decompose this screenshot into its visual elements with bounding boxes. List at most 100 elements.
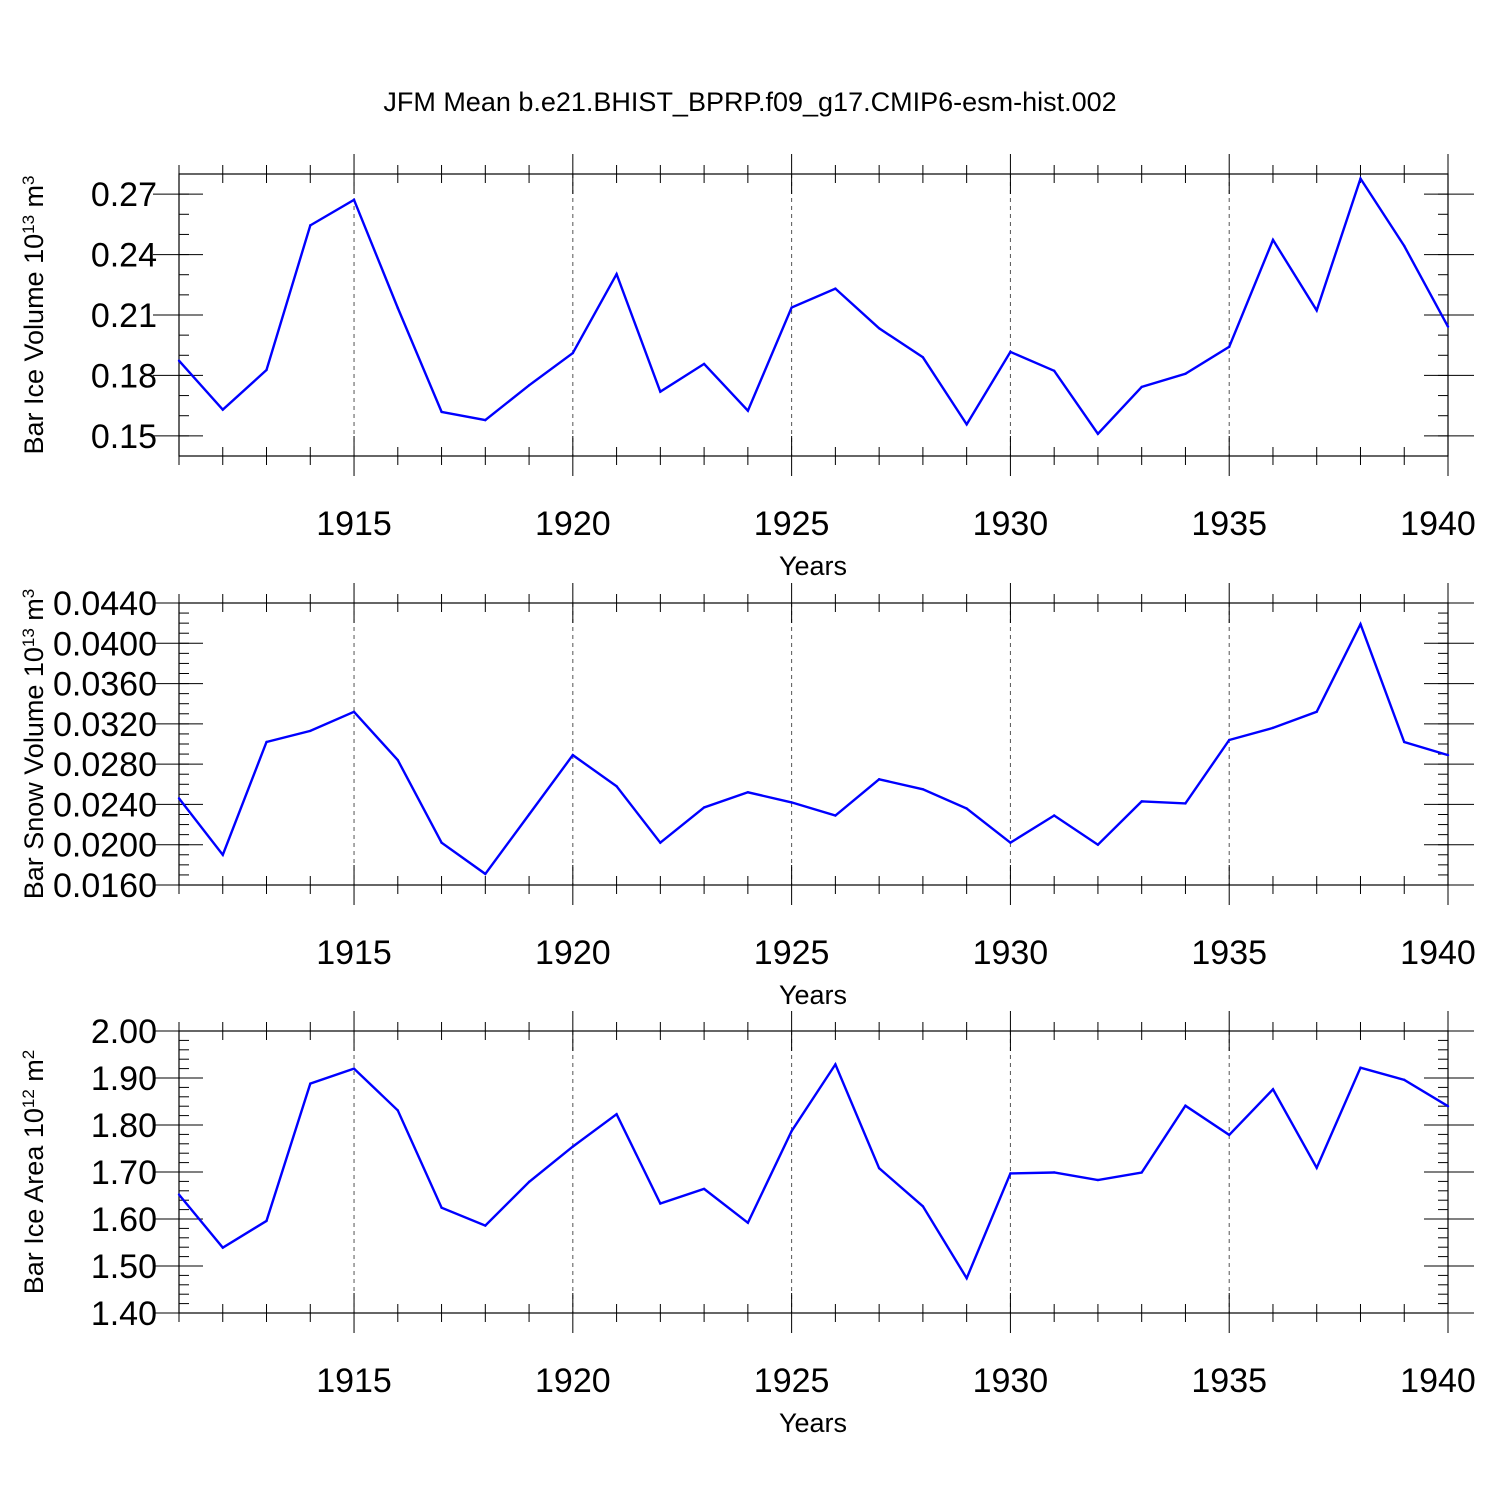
x-tick-label: 1940 bbox=[1400, 505, 1476, 543]
y-tick-label: 1.50 bbox=[91, 1248, 157, 1286]
data-point bbox=[965, 807, 968, 810]
panel-2: 1915 1920 1925 1930 1935 19400.01600.02000.02… bbox=[19, 583, 1476, 1010]
x-tick-label: 1935 bbox=[1191, 934, 1267, 972]
series-line bbox=[178, 175, 1450, 436]
y-axis-label-exponent: 13 bbox=[19, 628, 38, 647]
x-tick-label: 1920 bbox=[535, 1362, 611, 1400]
data-point bbox=[877, 1167, 881, 1170]
data-point bbox=[1228, 1133, 1231, 1137]
data-point bbox=[1271, 1088, 1275, 1091]
data-point bbox=[1359, 177, 1362, 180]
y-axis-label-text: m bbox=[19, 185, 49, 215]
data-point bbox=[484, 872, 487, 876]
data-point bbox=[1315, 710, 1318, 713]
data-point bbox=[484, 418, 487, 422]
y-axis-label-text: m bbox=[19, 598, 49, 628]
data-point bbox=[1271, 238, 1275, 242]
data-point bbox=[921, 356, 925, 359]
data-point bbox=[615, 1112, 618, 1116]
data-point bbox=[834, 287, 837, 290]
data-point bbox=[527, 1180, 531, 1184]
y-axis-label: Bar Ice Area 1012 m2 bbox=[19, 1050, 50, 1295]
data-point bbox=[1359, 1066, 1362, 1069]
y-tick-label: 0.27 bbox=[91, 176, 157, 214]
series-line bbox=[178, 1061, 1449, 1281]
data-point bbox=[615, 785, 618, 788]
y-tick-label: 0.21 bbox=[91, 297, 157, 335]
data-point bbox=[790, 1129, 793, 1133]
data-point bbox=[527, 384, 531, 387]
data-point bbox=[1359, 622, 1362, 626]
x-tick-label: 1935 bbox=[1191, 505, 1267, 543]
y-axis-label-exponent: 13 bbox=[19, 215, 38, 234]
y-axis-label-text: m bbox=[19, 1059, 49, 1089]
x-tick-label: 1925 bbox=[754, 1362, 830, 1400]
plot-frame bbox=[178, 173, 1449, 457]
figure-title: JFM Mean b.e21.BHIST_BPRP.f09_g17.CMIP6-… bbox=[383, 87, 1116, 117]
data-point bbox=[221, 408, 224, 411]
data-point bbox=[1446, 1105, 1450, 1108]
data-point bbox=[834, 1063, 837, 1066]
y-tick-label: 0.0400 bbox=[53, 625, 157, 663]
data-point bbox=[352, 198, 356, 201]
data-point bbox=[1140, 800, 1143, 803]
x-tick-label: 1935 bbox=[1191, 1362, 1267, 1400]
x-tick-label: 1930 bbox=[973, 1362, 1049, 1400]
y-tick-label: 0.0200 bbox=[53, 827, 157, 865]
x-tick-label: 1925 bbox=[754, 505, 830, 543]
data-point bbox=[309, 224, 312, 227]
data-point bbox=[1184, 802, 1187, 805]
y-tick-label: 0.0360 bbox=[53, 666, 157, 704]
data-point bbox=[309, 1082, 312, 1085]
data-point bbox=[396, 306, 399, 310]
x-axis-label: Years bbox=[779, 980, 847, 1010]
y-tick-label: 1.70 bbox=[91, 1154, 157, 1192]
data-point bbox=[746, 791, 750, 794]
data-point bbox=[265, 368, 268, 372]
y-axis-label: Bar Ice Volume 1013 m3 bbox=[19, 175, 50, 454]
data-point bbox=[352, 710, 356, 713]
data-point bbox=[571, 753, 575, 757]
data-point bbox=[921, 1205, 925, 1208]
data-point bbox=[702, 1187, 706, 1191]
data-point bbox=[265, 1219, 268, 1223]
x-tick-label: 1930 bbox=[973, 934, 1049, 972]
data-point bbox=[396, 1109, 399, 1112]
data-point bbox=[177, 359, 181, 362]
data-point bbox=[1184, 1104, 1187, 1107]
y-axis-label: Bar Snow Volume 1013 m3 bbox=[19, 589, 50, 900]
data-point bbox=[659, 841, 662, 844]
data-point bbox=[1096, 432, 1100, 436]
x-axis-label: Years bbox=[779, 551, 847, 581]
data-point bbox=[1009, 350, 1012, 354]
data-point bbox=[790, 801, 793, 804]
y-axis-label-exponent: 12 bbox=[19, 1089, 38, 1108]
x-tick-label: 1915 bbox=[316, 1362, 392, 1400]
data-point bbox=[1009, 1172, 1012, 1175]
y-axis-label-exponent: 3 bbox=[19, 175, 38, 184]
x-tick-label: 1930 bbox=[973, 505, 1049, 543]
data-point bbox=[1052, 1171, 1056, 1174]
y-tick-label: 0.0320 bbox=[53, 706, 157, 744]
data-point bbox=[834, 814, 837, 817]
y-tick-label: 0.0280 bbox=[53, 746, 157, 784]
data-point bbox=[877, 778, 881, 781]
data-point bbox=[221, 1246, 224, 1249]
y-axis-label-exponent: 3 bbox=[19, 589, 38, 598]
data-point bbox=[1140, 385, 1143, 389]
y-tick-label: 0.18 bbox=[91, 357, 157, 395]
x-tick-label: 1920 bbox=[535, 934, 611, 972]
data-point bbox=[1271, 726, 1275, 730]
data-point bbox=[702, 806, 706, 809]
data-point bbox=[265, 740, 268, 744]
data-point bbox=[221, 853, 224, 856]
plot-frame bbox=[178, 602, 1449, 886]
data-point bbox=[571, 1145, 575, 1148]
y-tick-label: 1.40 bbox=[91, 1295, 157, 1333]
y-axis-label-text: Bar Ice Volume 10 bbox=[19, 234, 49, 455]
y-axis-label-exponent: 2 bbox=[19, 1050, 38, 1059]
data-point bbox=[1315, 1166, 1318, 1169]
y-axis-label-text: Bar Snow Volume 10 bbox=[19, 647, 49, 899]
data-point bbox=[1403, 244, 1406, 248]
plot-frame bbox=[178, 1030, 1449, 1314]
